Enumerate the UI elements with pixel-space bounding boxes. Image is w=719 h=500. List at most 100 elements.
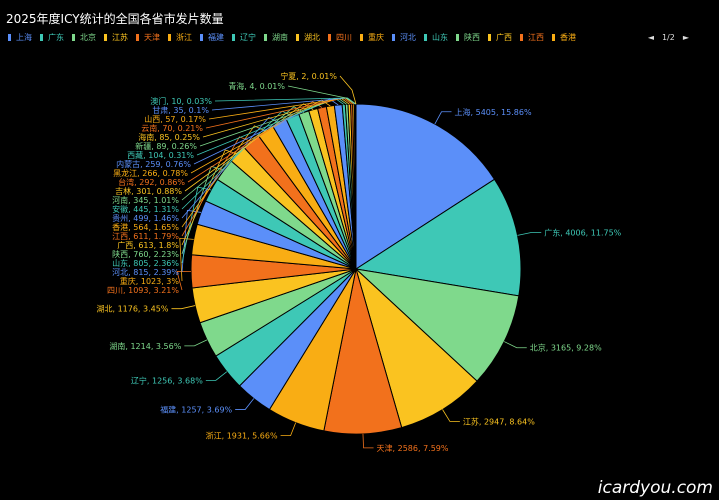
legend-label: 江西	[528, 32, 544, 42]
pie-slice[interactable]	[355, 103, 496, 270]
legend-swatch	[360, 33, 363, 41]
legend-label: 四川	[336, 32, 352, 42]
legend-swatch	[296, 33, 299, 41]
label-leader-line	[181, 116, 280, 219]
legend-item[interactable]: 香港	[552, 32, 576, 43]
slice-label: 澳门, 10, 0.03%	[150, 96, 212, 106]
legend-item[interactable]: 湖南	[264, 32, 288, 43]
legend-item[interactable]: 四川	[328, 32, 352, 43]
slice-label: 新疆, 89, 0.26%	[135, 141, 197, 151]
legend-label: 福建	[208, 32, 224, 42]
legend-swatch	[552, 33, 555, 41]
slice-label: 广西, 613, 1.8%	[117, 240, 179, 250]
label-leader-line	[176, 270, 192, 291]
slice-label: 河北, 815, 2.39%	[112, 267, 179, 277]
label-leader-line	[171, 305, 196, 310]
label-leader-line	[517, 232, 542, 236]
legend-swatch	[8, 33, 11, 41]
slice-label: 吉林, 301, 0.88%	[115, 186, 182, 196]
slice-label: 海南, 85, 0.25%	[138, 132, 200, 142]
slice-label: 湖北, 1176, 3.45%	[96, 305, 168, 314]
slice-label: 辽宁, 1256, 3.68%	[131, 375, 203, 385]
slice-label: 山东, 805, 2.36%	[112, 258, 179, 268]
legend-item[interactable]: 山东	[424, 32, 448, 43]
legend-label: 上海	[16, 32, 32, 42]
chart-title: 2025年度ICY统计的全国各省市发片数量	[6, 12, 224, 26]
label-leader-line	[235, 398, 255, 410]
label-leader-line	[181, 125, 266, 228]
label-leader-line	[205, 371, 228, 381]
label-leader-line	[287, 85, 357, 105]
legend-label: 江苏	[112, 32, 128, 42]
legend-swatch	[264, 33, 267, 41]
legend-swatch	[488, 33, 491, 41]
slice-label: 浙江, 1931, 5.66%	[206, 431, 278, 441]
label-leader-line	[181, 106, 304, 201]
legend-item[interactable]: 福建	[200, 32, 224, 43]
legend-item[interactable]: 陕西	[456, 32, 480, 43]
legend-swatch	[456, 33, 459, 41]
legend-swatch	[520, 33, 523, 41]
pie-slice[interactable]	[354, 178, 522, 297]
legend-label: 北京	[80, 32, 96, 42]
slice-label: 上海, 5405, 15.86%	[455, 107, 532, 117]
legend-swatch	[392, 33, 395, 41]
slice-label: 重庆, 1023, 3%	[120, 276, 180, 286]
slice-label: 四川, 1093, 3.21%	[107, 286, 179, 295]
slice-label: 河南, 345, 1.01%	[112, 195, 179, 205]
legend-swatch	[136, 33, 139, 41]
legend-item[interactable]: 湖北	[296, 32, 320, 43]
legend-swatch	[72, 33, 75, 41]
legend-label: 浙江	[176, 32, 192, 42]
watermark: icardyou.com	[597, 478, 713, 498]
legend-swatch	[232, 33, 235, 41]
slice-label: 天津, 2586, 7.59%	[377, 443, 449, 453]
legend-item[interactable]: 天津	[136, 32, 160, 43]
pie-slice[interactable]	[354, 268, 520, 382]
legend-item[interactable]: 江苏	[104, 32, 128, 43]
legend-label: 广东	[48, 32, 64, 42]
slice-label: 青海, 4, 0.01%	[228, 81, 285, 91]
legend-item[interactable]: 重庆	[360, 32, 384, 43]
legend-label: 重庆	[368, 32, 384, 42]
slice-label: 香港, 564, 1.65%	[112, 222, 179, 232]
label-leader-line	[504, 341, 527, 349]
slice-label: 黑龙江, 266, 0.78%	[113, 168, 188, 178]
legend-swatch	[200, 33, 203, 41]
legend-item[interactable]: 江西	[520, 32, 544, 43]
legend-item[interactable]: 上海	[8, 32, 32, 43]
slice-label: 北京, 3165, 9.28%	[530, 343, 602, 353]
label-leader-line	[434, 111, 452, 125]
slice-label: 甘肃, 35, 0.1%	[152, 105, 209, 115]
legend-item[interactable]: 河北	[392, 32, 416, 43]
legend-item[interactable]: 北京	[72, 32, 96, 43]
slice-label: 福建, 1257, 3.69%	[160, 405, 232, 415]
legend-label: 山东	[432, 32, 448, 42]
label-leader-line	[280, 422, 297, 437]
slice-label: 云南, 70, 0.21%	[141, 123, 203, 133]
slice-label: 宁夏, 2, 0.01%	[280, 71, 337, 81]
legend-prev-button[interactable]: ◄	[647, 32, 654, 42]
label-leader-line	[442, 409, 460, 422]
legend-item[interactable]: 浙江	[168, 32, 192, 43]
legend-label: 湖南	[272, 32, 288, 42]
legend-label: 河北	[400, 32, 416, 42]
legend-swatch	[424, 33, 427, 41]
legend-page-indicator: 1/2	[661, 32, 675, 42]
legend-item[interactable]: 广东	[40, 32, 64, 43]
legend-item[interactable]: 广西	[488, 32, 512, 43]
legend-label: 湖北	[304, 32, 320, 42]
label-leader-line	[339, 75, 357, 105]
slice-label: 台湾, 292, 0.86%	[118, 177, 185, 187]
pie-slice[interactable]	[355, 267, 478, 429]
legend-swatch	[40, 33, 43, 41]
slice-label: 内蒙古, 259, 0.76%	[116, 159, 191, 169]
legend-item[interactable]: 辽宁	[232, 32, 256, 43]
legend-label: 陕西	[464, 32, 480, 42]
legend-swatch	[168, 33, 171, 41]
slice-label: 西藏, 104, 0.31%	[127, 150, 194, 160]
legend-label: 香港	[560, 32, 576, 42]
slice-label: 陕西, 760, 2.23%	[112, 249, 179, 259]
legend-label: 天津	[144, 32, 160, 42]
legend-next-button[interactable]: ►	[682, 32, 689, 42]
